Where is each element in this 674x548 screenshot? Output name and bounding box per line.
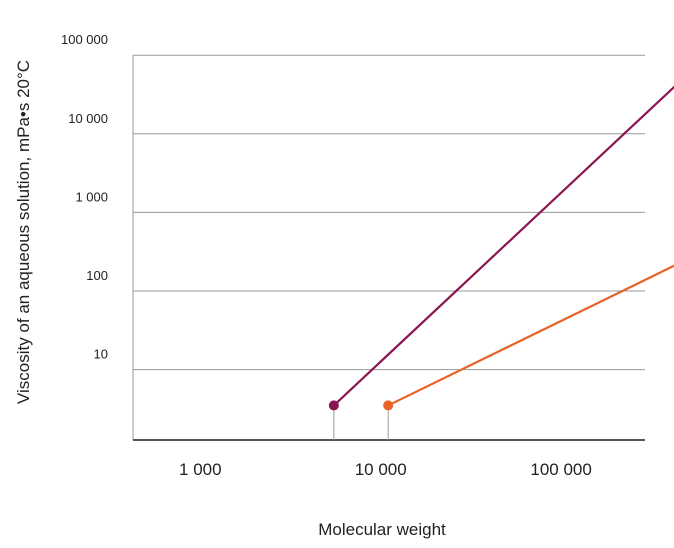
y-axis-label: Viscosity of an aqueous solution, mPa•s …: [14, 59, 33, 405]
x-tick-label: 10 000: [355, 460, 407, 479]
series-line-2: [387, 264, 674, 407]
data-point-series-1: [328, 400, 339, 411]
y-tick-label: 10 000: [68, 111, 108, 126]
x-tick-label: 100 000: [530, 460, 591, 479]
y-tick-label: 10: [94, 347, 108, 362]
x-tick-label: 1 000: [179, 460, 222, 479]
y-tick-label: 100: [86, 268, 108, 283]
x-axis-label: Molecular weight: [318, 520, 446, 539]
data-point-series-2: [383, 400, 394, 411]
y-tick-label: 100 000: [61, 32, 108, 47]
y-tick-label: 1 000: [75, 189, 108, 204]
